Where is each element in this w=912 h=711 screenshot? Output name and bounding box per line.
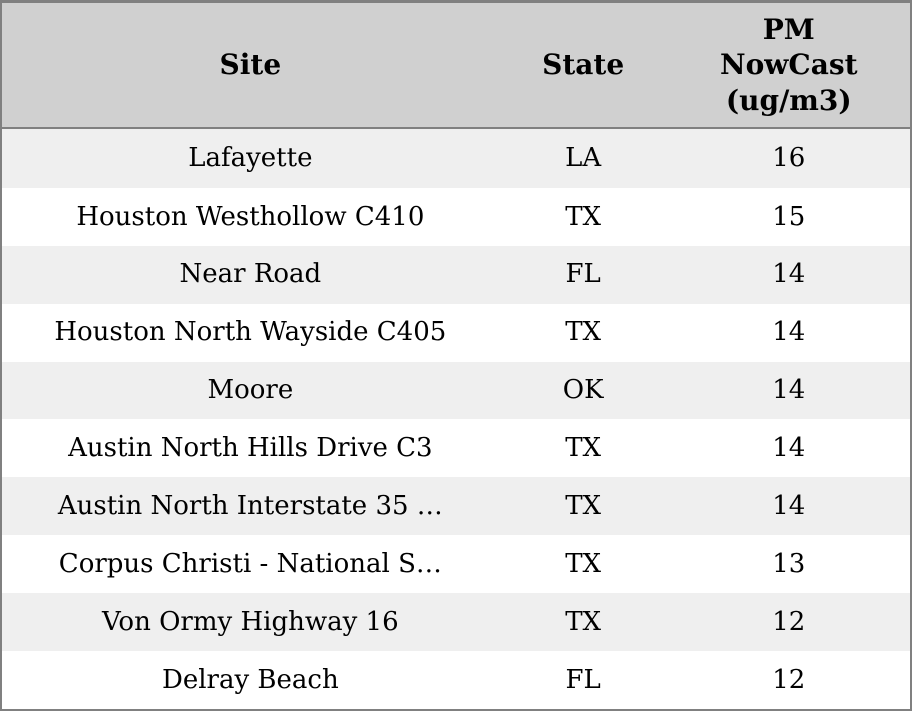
- table-header-row: Site State PM NowCast (ug/m3): [2, 3, 910, 129]
- site-cell: Lafayette: [188, 143, 313, 174]
- pm-nowcast-cell: 12: [772, 606, 806, 637]
- table-row: Near Road FL 14: [2, 245, 910, 304]
- state-cell: TX: [565, 548, 602, 579]
- site-cell: Houston North Wayside C405: [54, 317, 447, 348]
- pm-nowcast-cell: 14: [772, 491, 806, 522]
- column-header-site: Site: [2, 3, 499, 129]
- table-row: Corpus Christi - National S… TX 13: [2, 535, 910, 594]
- site-cell: Austin North Interstate 35 …: [57, 491, 443, 522]
- site-cell: Austin North Hills Drive C3: [68, 433, 433, 464]
- state-cell: TX: [565, 201, 602, 232]
- state-cell: FL: [565, 664, 601, 695]
- state-cell: OK: [562, 375, 604, 406]
- state-cell: FL: [565, 259, 601, 290]
- pm-nowcast-table: Site State PM NowCast (ug/m3) Lafayette L…: [2, 3, 910, 709]
- pm-nowcast-cell: 16: [772, 143, 806, 174]
- pm-nowcast-cell: 13: [772, 548, 806, 579]
- table-row: Austin North Interstate 35 … TX 14: [2, 477, 910, 536]
- pm-nowcast-cell: 14: [772, 317, 806, 348]
- column-header-site-label: Site: [219, 48, 282, 82]
- table-row: Austin North Hills Drive C3 TX 14: [2, 419, 910, 478]
- state-cell: TX: [565, 491, 602, 522]
- table-row: Moore OK 14: [2, 361, 910, 420]
- pm-nowcast-cell: 14: [772, 259, 806, 290]
- site-cell: Moore: [207, 375, 294, 406]
- column-header-pm-nowcast-label: PM NowCast (ug/m3): [720, 12, 858, 117]
- column-header-state: State: [498, 3, 668, 129]
- pm-nowcast-cell: 15: [772, 201, 806, 232]
- site-cell: Von Ormy Highway 16: [102, 606, 399, 637]
- site-cell: Near Road: [179, 259, 322, 290]
- table-row: Von Ormy Highway 16 TX 12: [2, 593, 910, 652]
- table-row: Houston Westhollow C410 TX 15: [2, 187, 910, 246]
- table-row: Houston North Wayside C405 TX 14: [2, 303, 910, 362]
- pm-nowcast-cell: 12: [772, 664, 806, 695]
- state-cell: LA: [565, 143, 602, 174]
- site-cell: Corpus Christi - National S…: [58, 548, 442, 579]
- pm-nowcast-cell: 14: [772, 433, 806, 464]
- site-cell: Houston Westhollow C410: [76, 201, 425, 232]
- site-cell: Delray Beach: [161, 664, 339, 695]
- state-cell: TX: [565, 606, 602, 637]
- table-body: Lafayette LA 16 Houston Westhollow C410 TX 15…: [2, 128, 910, 709]
- pm-nowcast-cell: 14: [772, 375, 806, 406]
- table-row: Lafayette LA 16: [2, 128, 910, 188]
- table-row: Delray Beach FL 12: [2, 651, 910, 709]
- column-header-pm-nowcast: PM NowCast (ug/m3): [667, 3, 910, 129]
- column-header-state-label: State: [542, 48, 625, 82]
- state-cell: TX: [565, 433, 602, 464]
- state-cell: TX: [565, 317, 602, 348]
